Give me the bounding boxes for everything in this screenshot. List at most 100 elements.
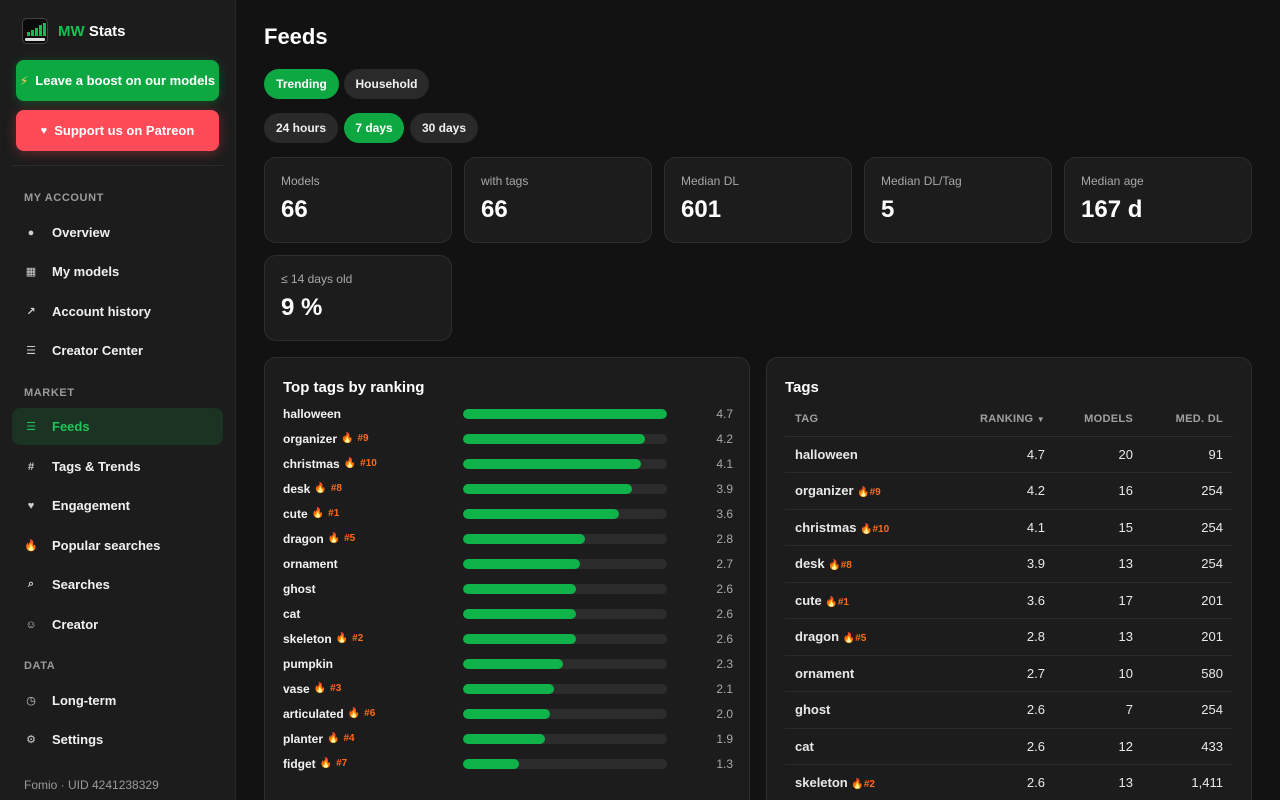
ranking-row: fidget 🔥 #7 1.3 [283,751,733,776]
tag-cell: cat [785,728,935,765]
ranking-cell: 3.9 [935,545,1055,583]
models-cell: 17 [1055,582,1143,619]
tag-name[interactable]: organizer [795,483,854,499]
column-header-med-dl[interactable]: MED. DL [1143,402,1233,437]
column-header-ranking[interactable]: RANKING ▼ [935,402,1055,437]
ranking-bar-track [463,633,667,644]
tag-name[interactable]: articulated [283,706,344,721]
column-header-tag[interactable]: TAG [785,402,935,437]
boost-button[interactable]: ⚡ Leave a boost on our models [16,60,219,101]
tag-name-cell: halloween [283,407,463,421]
table-row[interactable]: cute 🔥#1 3.6 17 201 [785,582,1233,619]
tag-name[interactable]: christmas [795,519,857,535]
table-row[interactable]: organizer 🔥#9 4.2 16 254 [785,472,1233,510]
table-row[interactable]: halloween 4.7 20 91 [785,436,1233,473]
rank-badge: #2 [863,779,875,791]
hash-icon: # [27,460,35,473]
sidebar-item-tags-trends[interactable]: # Tags & Trends [12,448,223,485]
rank-badge: #7 [336,758,348,769]
sidebar-item-engagement[interactable]: ♥ Engagement [12,487,223,524]
tag-name[interactable]: desk [283,481,311,496]
ranking-cell: 4.2 [935,472,1055,510]
tab-trending[interactable]: Trending [264,69,339,99]
tag-name[interactable]: cute [795,592,822,608]
tag-name-cell: organizer 🔥 #9 [283,432,463,446]
sidebar-item-feeds[interactable]: ☰ Feeds [12,408,223,445]
fire-icon: 🔥 [347,708,361,719]
sidebar-item-long-term[interactable]: ◷ Long-term [12,682,223,719]
sidebar-item-searches[interactable]: ⌕ Searches [12,566,223,603]
table-row[interactable]: dragon 🔥#5 2.8 13 201 [785,618,1233,656]
lightning-icon: ⚡ [19,73,29,88]
tag-name[interactable]: ornament [283,556,338,571]
sidebar-item-creator-center[interactable]: ☰ Creator Center [12,332,223,369]
ranking-row: organizer 🔥 #9 4.2 [283,426,733,451]
tag-name[interactable]: cute [283,506,308,521]
table-row[interactable]: skeleton 🔥#2 2.6 13 1,411 [785,764,1233,800]
tag-name[interactable]: planter [283,731,324,746]
ranking-value: 1.3 [716,756,733,771]
tag-name[interactable]: ghost [795,702,831,718]
tag-name[interactable]: ornament [795,665,855,681]
tag-cell: dragon 🔥#5 [785,618,935,656]
models-cell: 20 [1055,436,1143,473]
tag-name[interactable]: halloween [795,446,858,462]
table-row[interactable]: ghost 2.6 7 254 [785,691,1233,729]
brand-logo-icon [22,18,48,44]
tag-name[interactable]: organizer [283,431,338,446]
ranking-value: 2.8 [716,531,733,546]
stat-value: 9 % [281,294,323,321]
fire-icon: 🔥 [857,487,870,499]
ranking-cell: 4.7 [935,436,1055,473]
tag-name[interactable]: dragon [283,531,324,546]
tag-name[interactable]: cat [795,738,814,754]
range-7-days[interactable]: 7 days [344,113,404,143]
table-row[interactable]: cat 2.6 12 433 [785,728,1233,765]
brand[interactable]: MW Stats [22,18,126,44]
ranking-bar [463,583,576,594]
tag-name[interactable]: skeleton [795,775,848,791]
sidebar-item-creator[interactable]: ☺ Creator [12,606,223,643]
sidebar-item-label: Creator Center [52,343,144,358]
sidebar-item-overview[interactable]: ● Overview [12,214,223,251]
table-row[interactable]: desk 🔥#8 3.9 13 254 [785,545,1233,583]
tag-name-cell: fidget 🔥 #7 [283,757,463,771]
patreon-button[interactable]: ♥ Support us on Patreon [16,110,219,151]
fire-icon: 🔥 [828,560,841,572]
models-cell: 13 [1055,764,1143,800]
tag-name[interactable]: halloween [283,406,342,421]
rank-badge: #8 [840,560,852,572]
range-24-hours[interactable]: 24 hours [264,113,338,143]
tag-name-cell: ornament [283,557,463,571]
ranking-bar-track [463,733,667,744]
stat-card-median-age: Median age 167 d [1064,157,1252,243]
tag-name[interactable]: ghost [283,581,316,596]
ranking-value: 4.2 [716,431,733,446]
tab-household[interactable]: Household [344,69,429,99]
rank-badge: #8 [330,483,342,494]
column-header-models[interactable]: MODELS [1055,402,1143,437]
tag-name[interactable]: pumpkin [283,656,333,671]
stat-value: 5 [881,196,895,223]
tag-name[interactable]: christmas [283,456,340,471]
rank-badge: #3 [330,683,342,694]
tag-name[interactable]: desk [795,556,825,572]
sidebar-item-account-history[interactable]: ↗ Account history [12,293,223,330]
ranking-value: 1.9 [716,731,733,746]
range-30-days[interactable]: 30 days [410,113,478,143]
tag-name[interactable]: dragon [795,629,840,645]
tag-name[interactable]: skeleton [283,631,332,646]
tag-name[interactable]: vase [283,681,310,696]
sidebar-item-settings[interactable]: ⚙ Settings [12,721,223,758]
sidebar-item-popular-searches[interactable]: 🔥 Popular searches [12,527,223,564]
tag-name[interactable]: fidget [283,756,316,771]
sidebar-item-label: Engagement [52,498,131,513]
table-row[interactable]: ornament 2.7 10 580 [785,655,1233,692]
tags-table-panel: Tags TAG RANKING ▼ MODELS MED. DL hallow… [766,357,1252,800]
tag-name[interactable]: cat [283,606,301,621]
table-row[interactable]: christmas 🔥#10 4.1 15 254 [785,509,1233,546]
sidebar-item-my-models[interactable]: ▦ My models [12,253,223,290]
ranking-row: desk 🔥 #8 3.9 [283,476,733,501]
rank-badge: #5 [344,533,356,544]
ranking-row: pumpkin 2.3 [283,651,733,676]
